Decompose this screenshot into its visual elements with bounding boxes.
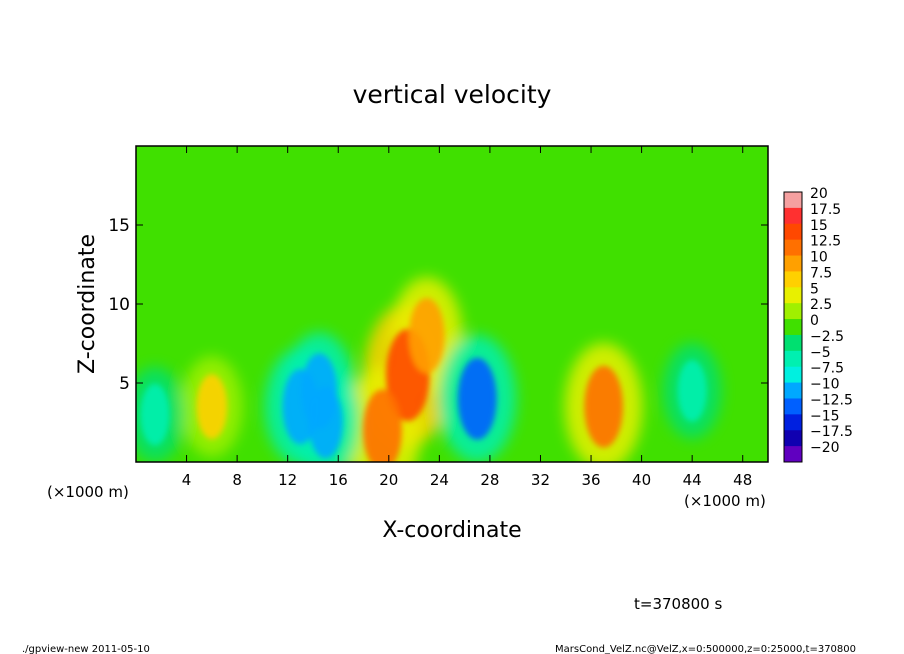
- colorbar-swatch: [784, 414, 802, 431]
- colorbar-label: 7.5: [810, 265, 832, 281]
- x-tick-label: 36: [581, 471, 600, 489]
- colorbar-swatch: [784, 303, 802, 320]
- colorbar-swatch: [784, 239, 802, 257]
- colorbar-label: 0: [810, 313, 819, 329]
- downdraft-core: [677, 360, 707, 422]
- colorbar-swatch: [784, 398, 802, 415]
- updraft-core: [584, 365, 624, 448]
- x-tick-label: 12: [278, 471, 297, 489]
- colorbar-label: −2.5: [810, 329, 844, 345]
- colorbar: 2017.51512.5107.552.50−2.5−5−7.5−10−12.5…: [783, 186, 853, 463]
- colorbar-label: −12.5: [810, 392, 853, 408]
- colorbar-label: 12.5: [810, 234, 841, 250]
- time-label: t=370800 s: [634, 595, 722, 613]
- chart-title: vertical velocity: [353, 80, 552, 109]
- x-tick-label: 28: [480, 471, 499, 489]
- y-tick-label: 5: [119, 374, 130, 394]
- colorbar-swatch: [784, 287, 802, 304]
- colorbar-swatch: [784, 192, 802, 209]
- colorbar-swatch: [784, 382, 802, 399]
- downdraft-core: [140, 383, 170, 446]
- colorbar-label: −20: [810, 440, 840, 456]
- x-tick-label: 48: [733, 471, 752, 489]
- x-tick-label: 32: [531, 471, 550, 489]
- colorbar-swatch: [784, 255, 802, 272]
- colorbar-swatch: [784, 223, 802, 241]
- y-tick-label: 15: [108, 216, 130, 236]
- colorbar-label: 20: [810, 186, 828, 202]
- colorbar-label: 2.5: [810, 297, 832, 313]
- footer-right: MarsCond_VelZ.nc@VelZ,x=0:500000,z=0:250…: [555, 644, 856, 654]
- colorbar-label: 5: [810, 281, 819, 297]
- updraft-core: [196, 374, 228, 440]
- y-tick-label: 10: [108, 295, 130, 315]
- colorbar-label: −5: [810, 345, 831, 361]
- colorbar-label: 10: [810, 250, 828, 266]
- colorbar-label: −7.5: [810, 361, 844, 377]
- colorbar-label: 15: [810, 218, 828, 234]
- colorbar-label: −15: [810, 408, 840, 424]
- x-axis-title: X-coordinate: [382, 518, 521, 543]
- heatmap-field: [136, 146, 768, 462]
- downdraft-core: [308, 386, 343, 459]
- colorbar-swatch: [784, 366, 802, 384]
- y-axis-title: Z-coordinate: [75, 234, 100, 374]
- x-tick-label: 40: [632, 471, 651, 489]
- x-tick-label: 4: [182, 471, 192, 489]
- y-unit-label: (×1000 m): [47, 483, 129, 501]
- footer-left: ./gpview-new 2011-05-10: [22, 644, 150, 654]
- downdraft-core: [457, 357, 497, 440]
- x-axis: 4 8 12 16 20 24 28 32 36 40 44 48: [182, 146, 752, 489]
- colorbar-swatch: [784, 430, 802, 447]
- x-unit-label: (×1000 m): [684, 492, 766, 510]
- colorbar-label: −10: [810, 377, 840, 393]
- colorbar-swatch: [784, 319, 802, 336]
- x-tick-label: 44: [683, 471, 702, 489]
- colorbar-swatch: [784, 271, 802, 288]
- colorbar-swatch: [784, 334, 802, 352]
- colorbar-label: −17.5: [810, 424, 853, 440]
- colorbar-swatch: [784, 207, 802, 225]
- x-tick-label: 24: [430, 471, 449, 489]
- colorbar-frame: [783, 191, 803, 463]
- updraft-core: [408, 298, 445, 374]
- x-tick-label: 16: [329, 471, 348, 489]
- colorbar-swatch: [784, 446, 802, 463]
- y-axis: 5 10 15: [108, 216, 768, 394]
- colorbar-label: 17.5: [810, 202, 841, 218]
- x-tick-label: 8: [232, 471, 242, 489]
- x-tick-label: 20: [379, 471, 398, 489]
- updraft-core: [363, 389, 402, 462]
- colorbar-swatch: [784, 350, 802, 368]
